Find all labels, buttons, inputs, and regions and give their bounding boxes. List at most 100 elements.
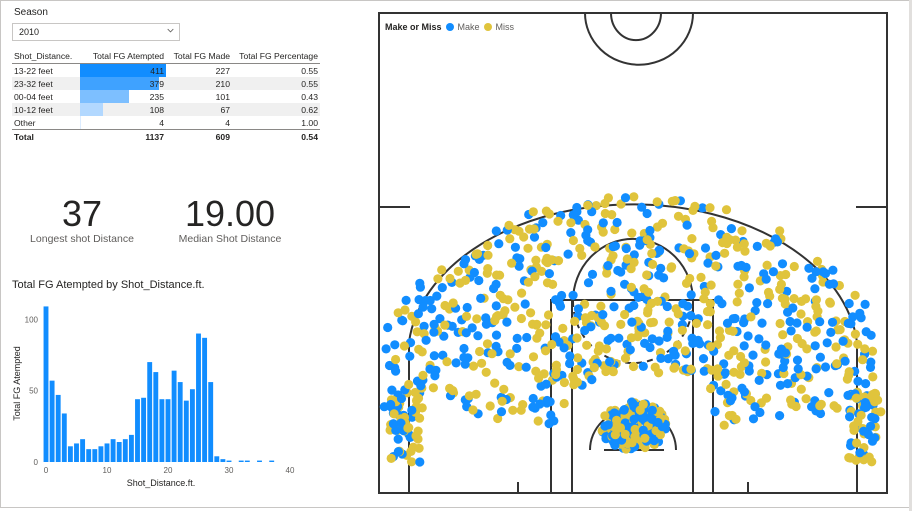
- shot-point[interactable]: [598, 218, 608, 228]
- shot-point[interactable]: [477, 358, 487, 368]
- shot-point[interactable]: [417, 347, 427, 357]
- shot-point[interactable]: [777, 259, 788, 269]
- shot-point[interactable]: [510, 242, 520, 252]
- shot-point[interactable]: [482, 339, 493, 349]
- shot-point[interactable]: [832, 403, 842, 413]
- shot-point[interactable]: [381, 344, 391, 354]
- histogram-bar[interactable]: [257, 460, 262, 462]
- shot-point[interactable]: [538, 218, 548, 228]
- shot-point[interactable]: [649, 436, 659, 446]
- shot-point[interactable]: [832, 359, 842, 369]
- shot-point[interactable]: [551, 295, 561, 305]
- shot-point[interactable]: [820, 362, 831, 372]
- shot-point[interactable]: [643, 308, 653, 318]
- histogram-bar[interactable]: [159, 399, 165, 462]
- shot-point[interactable]: [620, 193, 631, 203]
- shot-point[interactable]: [697, 203, 708, 213]
- shot-point[interactable]: [637, 413, 647, 424]
- shot-point[interactable]: [522, 332, 532, 343]
- shot-point[interactable]: [785, 316, 795, 327]
- shot-point[interactable]: [859, 426, 869, 436]
- shot-point[interactable]: [573, 353, 583, 363]
- shot-point[interactable]: [647, 248, 657, 259]
- shot-point[interactable]: [793, 364, 803, 374]
- shot-point[interactable]: [610, 430, 620, 440]
- histogram-bar[interactable]: [196, 333, 201, 462]
- shot-point[interactable]: [811, 267, 821, 277]
- shot-point[interactable]: [737, 226, 747, 236]
- shot-point[interactable]: [600, 411, 610, 421]
- shot-point[interactable]: [474, 275, 484, 286]
- shot-point[interactable]: [622, 254, 632, 264]
- shot-point[interactable]: [775, 226, 785, 236]
- shot-point[interactable]: [647, 405, 657, 415]
- shot-point[interactable]: [711, 250, 721, 260]
- shot-point[interactable]: [630, 424, 640, 434]
- shot-point[interactable]: [721, 379, 731, 389]
- shot-point[interactable]: [543, 310, 554, 320]
- shot-point[interactable]: [690, 201, 700, 211]
- shot-point[interactable]: [757, 368, 767, 378]
- shot-point[interactable]: [705, 203, 715, 213]
- shot-point[interactable]: [748, 350, 758, 360]
- shot-point[interactable]: [735, 369, 745, 379]
- shot-point[interactable]: [429, 327, 439, 337]
- shot-point[interactable]: [544, 419, 554, 429]
- shot-point[interactable]: [519, 232, 529, 242]
- shot-point[interactable]: [606, 286, 616, 296]
- shot-point[interactable]: [624, 303, 634, 313]
- shot-point[interactable]: [628, 361, 639, 372]
- shot-point[interactable]: [601, 366, 611, 377]
- shot-point[interactable]: [558, 323, 568, 333]
- shot-point[interactable]: [761, 357, 771, 367]
- shot-point[interactable]: [541, 320, 551, 330]
- shot-point[interactable]: [535, 399, 545, 409]
- shot-point[interactable]: [818, 267, 828, 277]
- shot-point[interactable]: [406, 446, 416, 456]
- shot-point[interactable]: [671, 304, 681, 314]
- shot-point[interactable]: [684, 249, 695, 259]
- shot-point[interactable]: [512, 333, 522, 343]
- shot-point[interactable]: [861, 379, 871, 389]
- shot-point[interactable]: [528, 402, 538, 412]
- table-row[interactable]: 10-12 feet 108 67 0.62: [12, 103, 320, 116]
- shot-point[interactable]: [453, 266, 463, 276]
- shot-point[interactable]: [573, 304, 583, 314]
- shot-point[interactable]: [686, 290, 696, 300]
- shot-point[interactable]: [596, 317, 607, 327]
- shot-point[interactable]: [706, 342, 716, 352]
- shot-point[interactable]: [642, 235, 652, 245]
- shot-point[interactable]: [811, 326, 821, 336]
- shot-point[interactable]: [775, 284, 785, 294]
- shot-point[interactable]: [876, 407, 886, 417]
- shot-point[interactable]: [603, 261, 613, 271]
- shot-point[interactable]: [702, 306, 713, 317]
- shot-point[interactable]: [438, 350, 448, 360]
- shot-point[interactable]: [612, 415, 622, 425]
- shot-point[interactable]: [393, 434, 403, 444]
- shot-point[interactable]: [719, 420, 729, 430]
- shot-point[interactable]: [640, 433, 650, 443]
- shot-point[interactable]: [534, 373, 544, 383]
- legend-make-label[interactable]: Make: [457, 22, 480, 32]
- shot-point[interactable]: [514, 362, 524, 372]
- shot-point[interactable]: [391, 366, 401, 376]
- shot-point[interactable]: [508, 405, 518, 415]
- shot-point[interactable]: [659, 273, 669, 283]
- shot-point[interactable]: [686, 311, 696, 321]
- shot-point[interactable]: [491, 226, 501, 236]
- shot-point[interactable]: [699, 366, 709, 376]
- shot-point[interactable]: [775, 411, 785, 421]
- shot-point[interactable]: [654, 336, 664, 346]
- shot-point[interactable]: [726, 224, 736, 234]
- shot-point[interactable]: [600, 208, 610, 219]
- shot-point[interactable]: [842, 374, 852, 384]
- shot-point[interactable]: [396, 393, 407, 404]
- shot-point[interactable]: [717, 299, 727, 309]
- shot-point[interactable]: [405, 351, 415, 361]
- shot-point[interactable]: [548, 279, 558, 289]
- shot-point[interactable]: [559, 377, 569, 388]
- shot-point[interactable]: [868, 372, 878, 382]
- shot-point[interactable]: [411, 431, 421, 441]
- shot-point[interactable]: [815, 317, 825, 327]
